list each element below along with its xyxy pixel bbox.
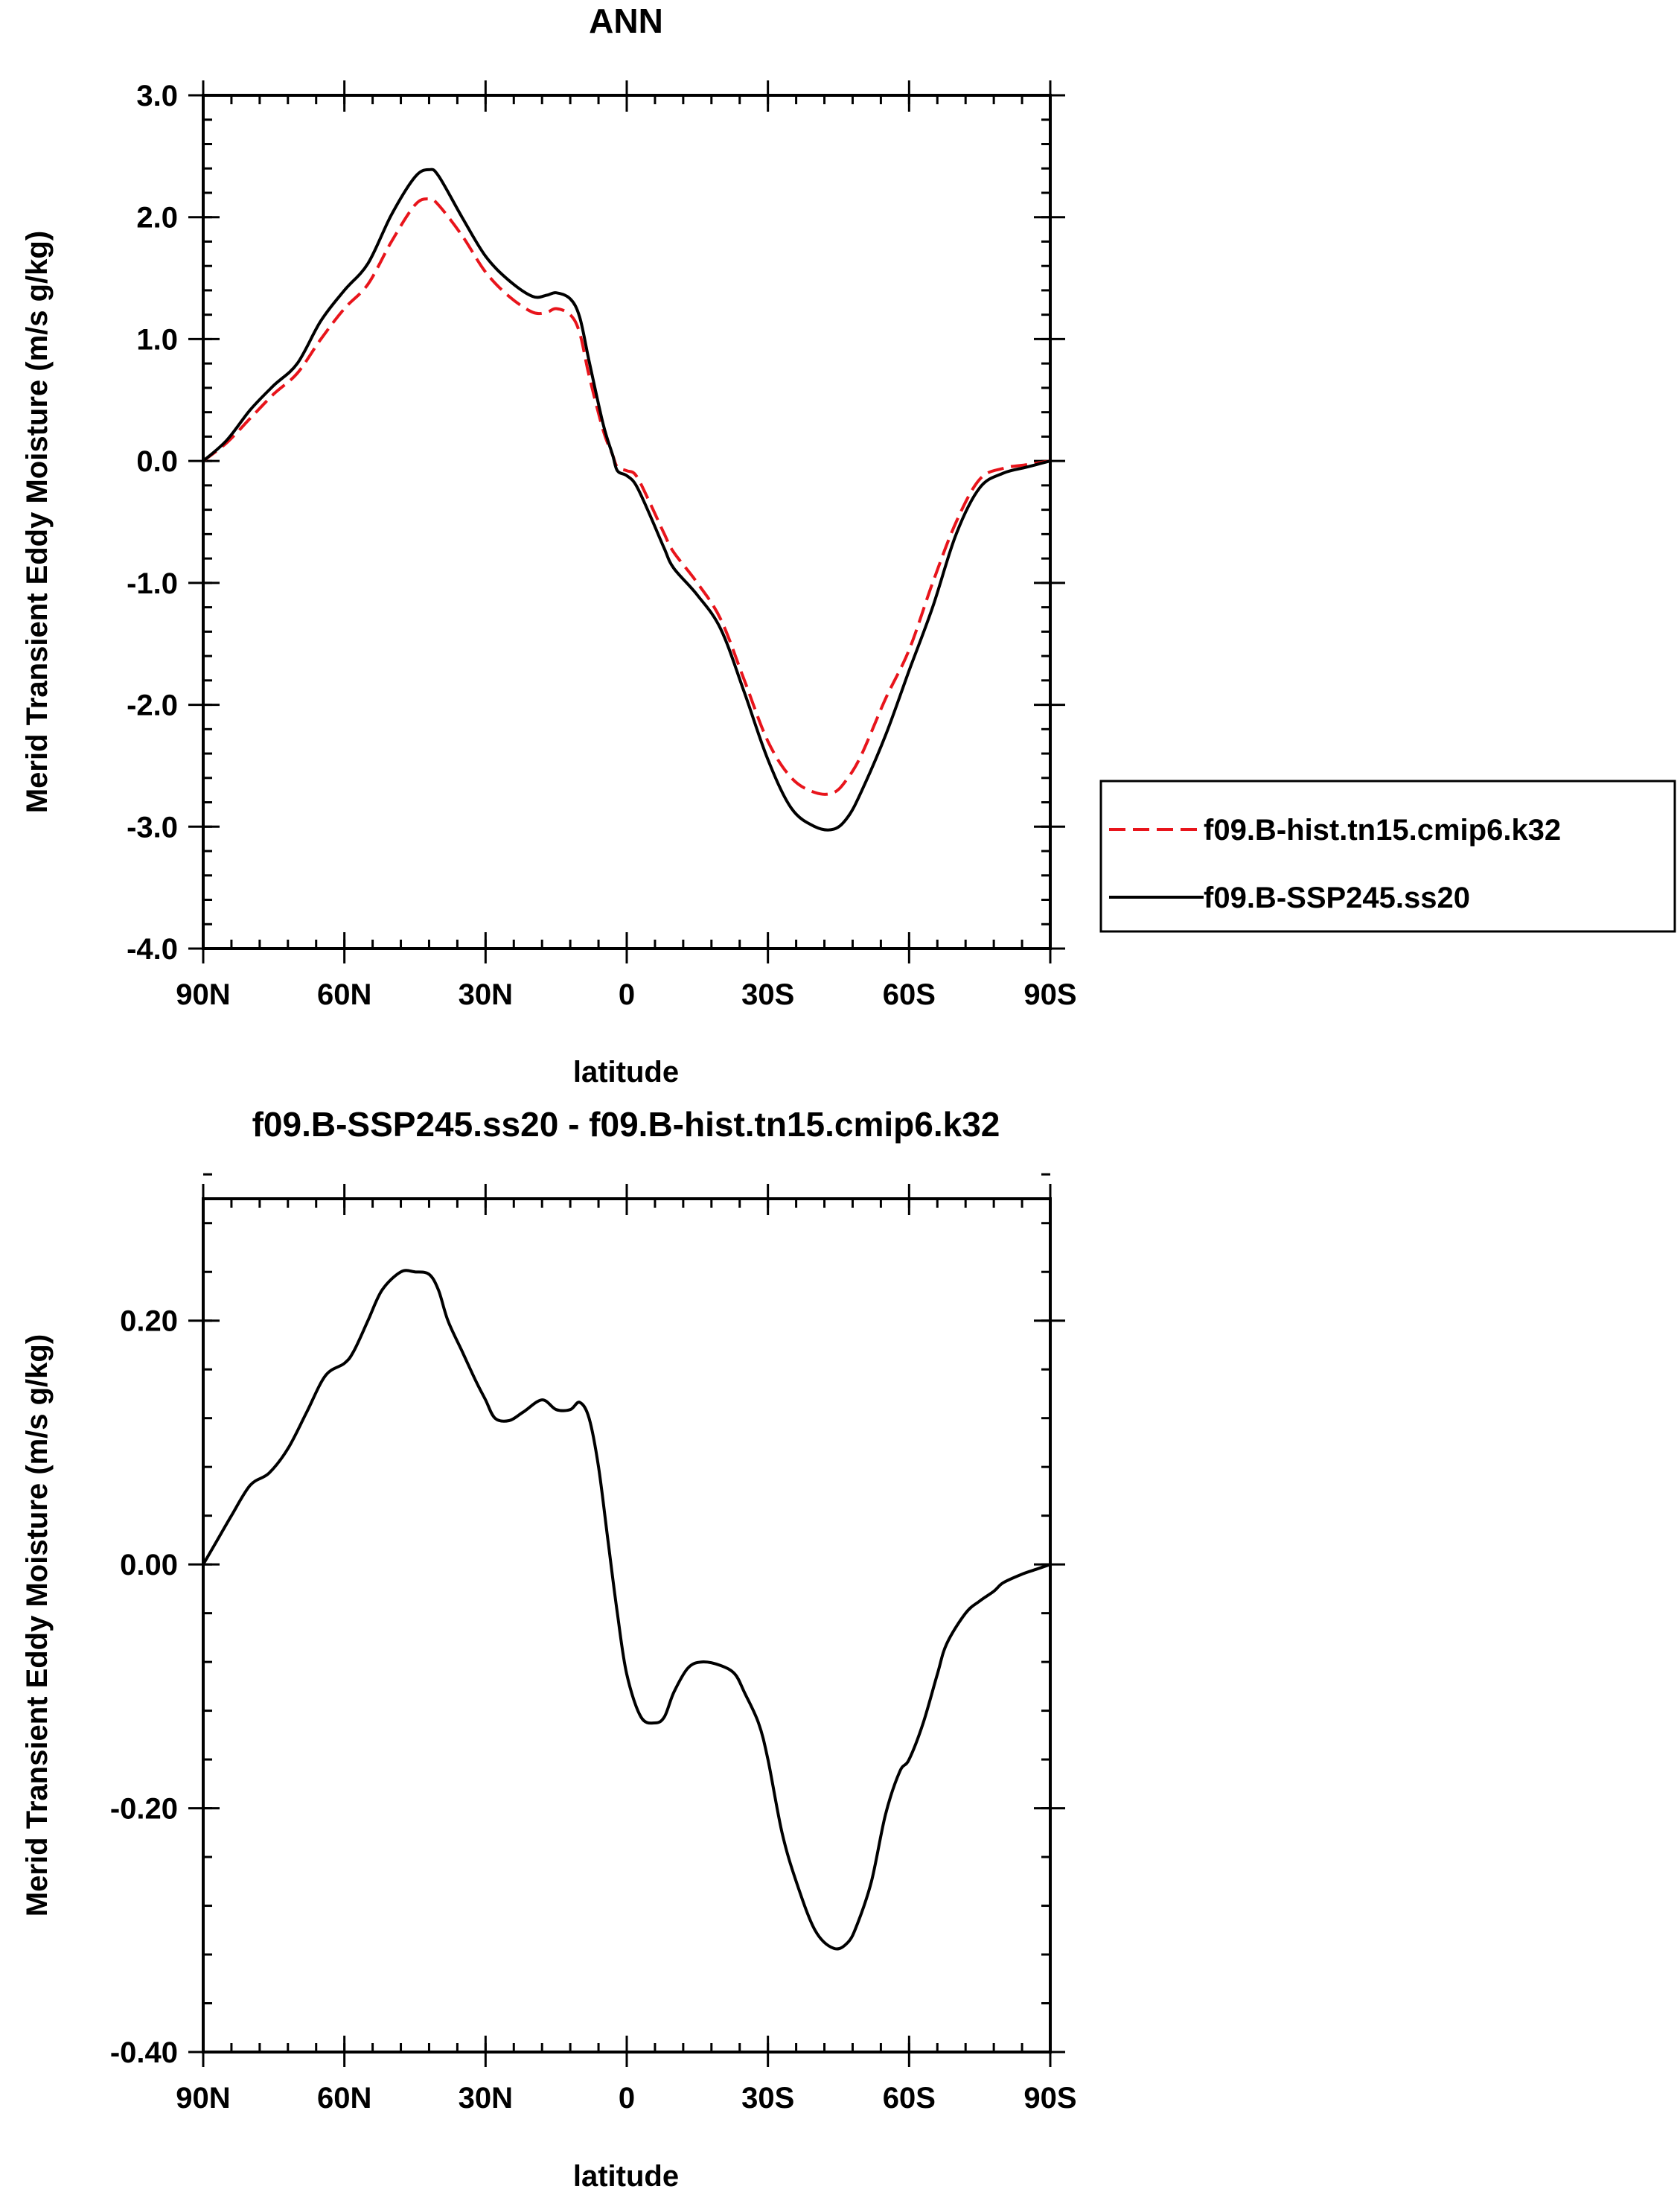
bottom-x-tick-label: 30N [459, 2082, 513, 2115]
bottom-panel-x-axis-label: latitude [573, 2160, 679, 2192]
bottom-x-tick-label: 0 [619, 2082, 635, 2115]
top-y-tick-label: 3.0 [136, 80, 178, 112]
bottom-y-tick-label: 0.20 [120, 1305, 178, 1338]
bottom-y-tick-label: -0.20 [110, 1793, 178, 1826]
bottom-x-tick-label: 90S [1023, 2082, 1076, 2115]
top-series-line-f09-b-ssp245-ss20 [202, 168, 1051, 832]
top-y-tick-label: -4.0 [127, 933, 178, 966]
top-panel-y-axis-label: Merid Transient Eddy Moisture (m/s g/kg) [21, 231, 54, 813]
bottom-x-tick-label: 60N [317, 2082, 371, 2115]
top-x-tick-label: 90N [176, 978, 230, 1011]
bottom-panel: f09.B-SSP245.ss20 - f09.B-hist.tn15.cmip… [21, 1105, 1077, 2192]
bottom-x-tick-label: 60S [883, 2082, 936, 2115]
bottom-y-tick-label: 0.00 [120, 1549, 178, 1581]
bottom-x-tick-label: 90N [176, 2082, 230, 2115]
top-x-tick-label: 60S [883, 978, 936, 1011]
legend-label-ssp245: f09.B-SSP245.ss20 [1204, 882, 1470, 914]
bottom-panel-frame [202, 1197, 1052, 2054]
top-y-tick-label: -3.0 [127, 811, 178, 844]
top-x-tick-label: 0 [619, 978, 635, 1011]
top-x-tick-label: 90S [1023, 978, 1076, 1011]
top-panel-x-axis-label: latitude [573, 1056, 679, 1089]
bottom-y-tick-label: -0.40 [110, 2036, 178, 2069]
legend: f09.B-hist.tn15.cmip6.k32 f09.B-SSP245.s… [1099, 780, 1676, 933]
bottom-series-line-difference [202, 1269, 1051, 1951]
top-x-tick-label: 30S [741, 978, 794, 1011]
top-series-line-f09-b-hist-tn15-cmip6-k32 [202, 197, 1051, 796]
top-y-tick-label: -2.0 [127, 689, 178, 722]
bottom-panel-y-axis-label: Merid Transient Eddy Moisture (m/s g/kg) [21, 1334, 54, 1917]
bottom-panel-title: f09.B-SSP245.ss20 - f09.B-hist.tn15.cmip… [252, 1105, 1000, 1144]
top-y-tick-label: 0.0 [136, 445, 178, 478]
top-panel-frame [202, 94, 1052, 950]
top-y-tick-label: 1.0 [136, 323, 178, 356]
legend-label-hist: f09.B-hist.tn15.cmip6.k32 [1204, 814, 1561, 847]
legend-box [1099, 780, 1676, 933]
top-y-tick-label: -1.0 [127, 567, 178, 600]
top-x-tick-label: 60N [317, 978, 371, 1011]
bottom-x-tick-label: 30S [741, 2082, 794, 2115]
top-x-tick-label: 30N [459, 978, 513, 1011]
top-y-tick-label: 2.0 [136, 202, 178, 235]
top-panel: ANN 3.0 2.0 1.0 0.0 -1.0 -2.0 -3.0 -4.0 90N 60N 30… [21, 1, 1077, 1089]
top-panel-title: ANN [589, 1, 663, 40]
